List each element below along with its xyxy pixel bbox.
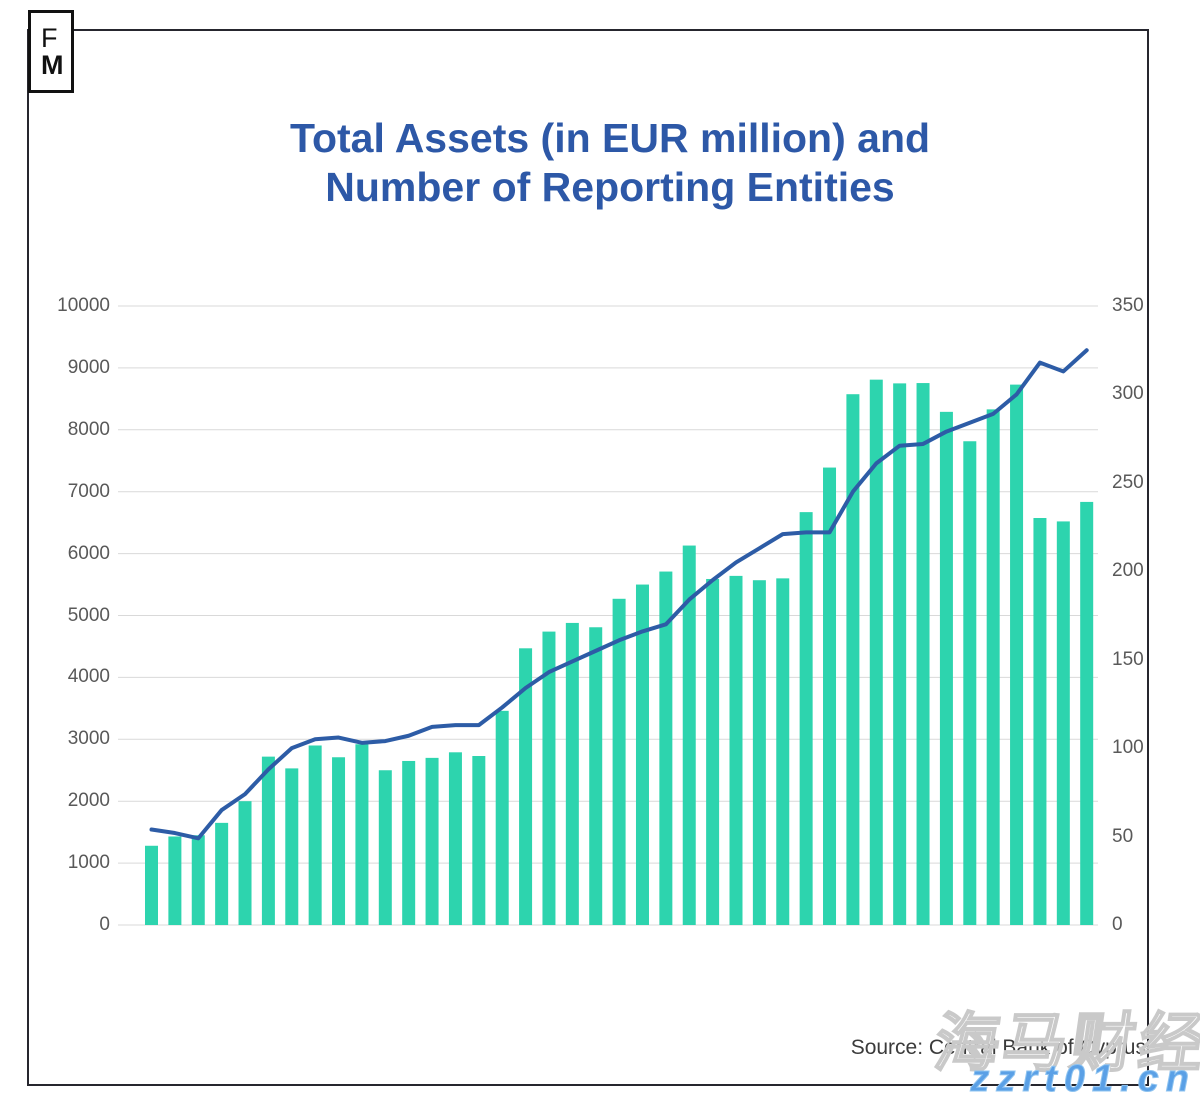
watermark-site-text: zzrt01.cn [970, 1058, 1196, 1101]
total-assets-bar [846, 394, 860, 925]
left-axis-tick-label: 9000 [67, 356, 110, 378]
fm-logo-letter-m: M [41, 49, 64, 80]
total-assets-bar [706, 578, 720, 925]
total-assets-bar [168, 836, 182, 925]
right-axis-tick-label: 100 [1112, 737, 1144, 759]
source-note: Source: Central Bank of Cyprus [850, 1036, 1146, 1059]
left-axis-tick-label: 2000 [67, 790, 110, 812]
total-assets-bar [215, 822, 229, 925]
total-assets-bar [986, 409, 1000, 925]
left-axis-tick-label: 7000 [67, 480, 110, 502]
right-axis-tick-label: 150 [1112, 648, 1144, 670]
right-axis-tick-label: 350 [1112, 295, 1144, 316]
left-axis-tick-label: 1000 [67, 852, 110, 874]
total-assets-bar [963, 441, 977, 925]
left-axis-tick-label: 10000 [57, 295, 110, 316]
total-assets-bar [378, 770, 392, 925]
total-assets-bar [752, 580, 766, 925]
total-assets-bar [776, 578, 790, 925]
total-assets-bar [402, 760, 416, 925]
total-assets-bar [1080, 501, 1094, 925]
total-assets-bar [1010, 384, 1024, 925]
left-axis-tick-label: 0 [99, 914, 110, 935]
chart-title-line1: Total Assets (in EUR million) and [289, 115, 931, 161]
total-assets-bar [308, 745, 322, 925]
right-axis-tick-label: 250 [1112, 471, 1144, 493]
total-assets-bar [916, 383, 930, 925]
total-assets-bar [1033, 518, 1047, 925]
left-axis-tick-label: 6000 [67, 542, 110, 564]
chart-title-line2: Number of Reporting Entities [325, 164, 895, 210]
total-assets-bar [285, 768, 299, 925]
fm-logo: F M [28, 10, 74, 93]
right-axis-tick-label: 300 [1112, 383, 1144, 405]
chart-card-frame [27, 29, 1149, 1086]
total-assets-bar [145, 845, 158, 925]
total-assets-bar [869, 379, 883, 925]
right-axis-tick-label: 0 [1112, 914, 1123, 935]
total-assets-bar [612, 598, 626, 925]
total-assets-bar [191, 835, 205, 925]
total-assets-bar [729, 575, 743, 925]
right-axis-tick-label: 50 [1112, 825, 1134, 847]
reporting-entities-line [149, 348, 1089, 841]
total-assets-bar [472, 756, 486, 925]
left-axis-tick-label: 4000 [67, 666, 110, 688]
total-assets-bar [939, 411, 953, 925]
total-assets-bar [893, 383, 907, 925]
total-assets-bar [519, 648, 533, 925]
right-axis-tick-label: 200 [1112, 560, 1144, 582]
total-assets-bar [682, 545, 696, 925]
chart-title: Total Assets (in EUR million) and Number… [40, 114, 1180, 212]
total-assets-bar [261, 756, 275, 925]
left-axis-tick-label: 3000 [67, 728, 110, 750]
total-assets-bar [332, 757, 346, 925]
total-assets-bar [823, 467, 837, 925]
total-assets-bar [1056, 521, 1070, 925]
total-assets-bar [565, 622, 579, 925]
total-assets-bar [448, 752, 462, 925]
left-axis-tick-label: 8000 [67, 418, 110, 440]
total-assets-bar [635, 584, 649, 925]
fm-logo-letter-f: F [41, 22, 58, 53]
total-assets-bar [495, 710, 509, 925]
total-assets-bar [425, 757, 439, 925]
total-assets-bar [238, 801, 252, 925]
total-assets-bar [799, 512, 813, 925]
total-assets-bar [659, 571, 673, 925]
total-assets-bar [355, 744, 369, 925]
total-assets-bar [542, 631, 556, 925]
left-axis-tick-label: 5000 [67, 604, 110, 626]
total-assets-bar [589, 627, 603, 925]
